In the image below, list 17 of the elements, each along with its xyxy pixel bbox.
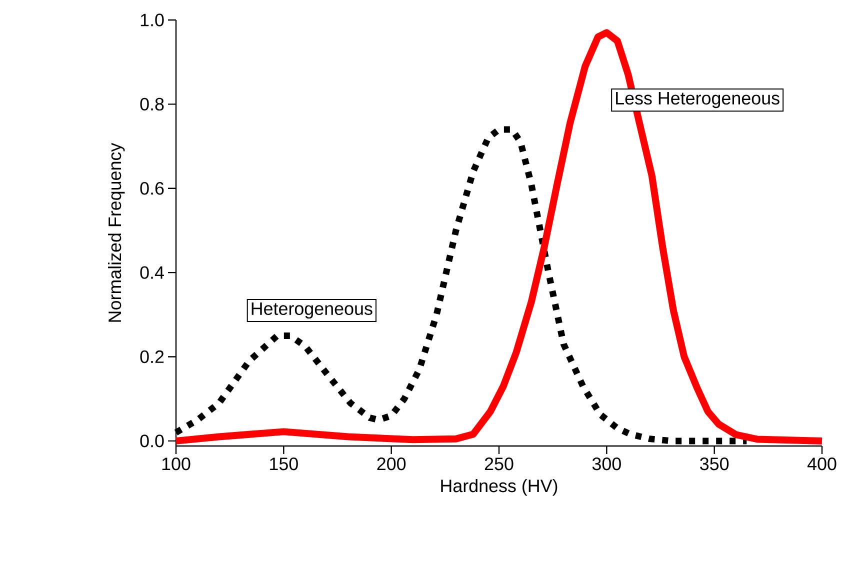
y-tick-label: 0.6: [140, 182, 164, 195]
y-tick-label: 1.0: [140, 14, 164, 26]
x-tick-label: 200: [377, 458, 406, 470]
y-tick-label: 0.4: [140, 266, 164, 279]
x-tick-label: 350: [700, 458, 729, 470]
y-tick-label: 0.2: [140, 350, 164, 364]
x-tick-label: 100: [162, 458, 190, 470]
x-tick-label: 400: [807, 458, 836, 470]
y-tick-label: 0.8: [140, 98, 164, 111]
x-axis-title: Hardness (HV): [441, 479, 558, 496]
y-tick-label: 0.0: [140, 434, 164, 448]
x-tick-label: 300: [592, 458, 621, 470]
series-label: Heterogeneous: [252, 302, 372, 319]
x-tick-label: 150: [270, 458, 298, 470]
series-label: Less Heterogeneous: [616, 92, 780, 108]
y-axis-title: Normalized Frequency: [108, 142, 125, 322]
x-tick-label: 250: [484, 458, 514, 470]
